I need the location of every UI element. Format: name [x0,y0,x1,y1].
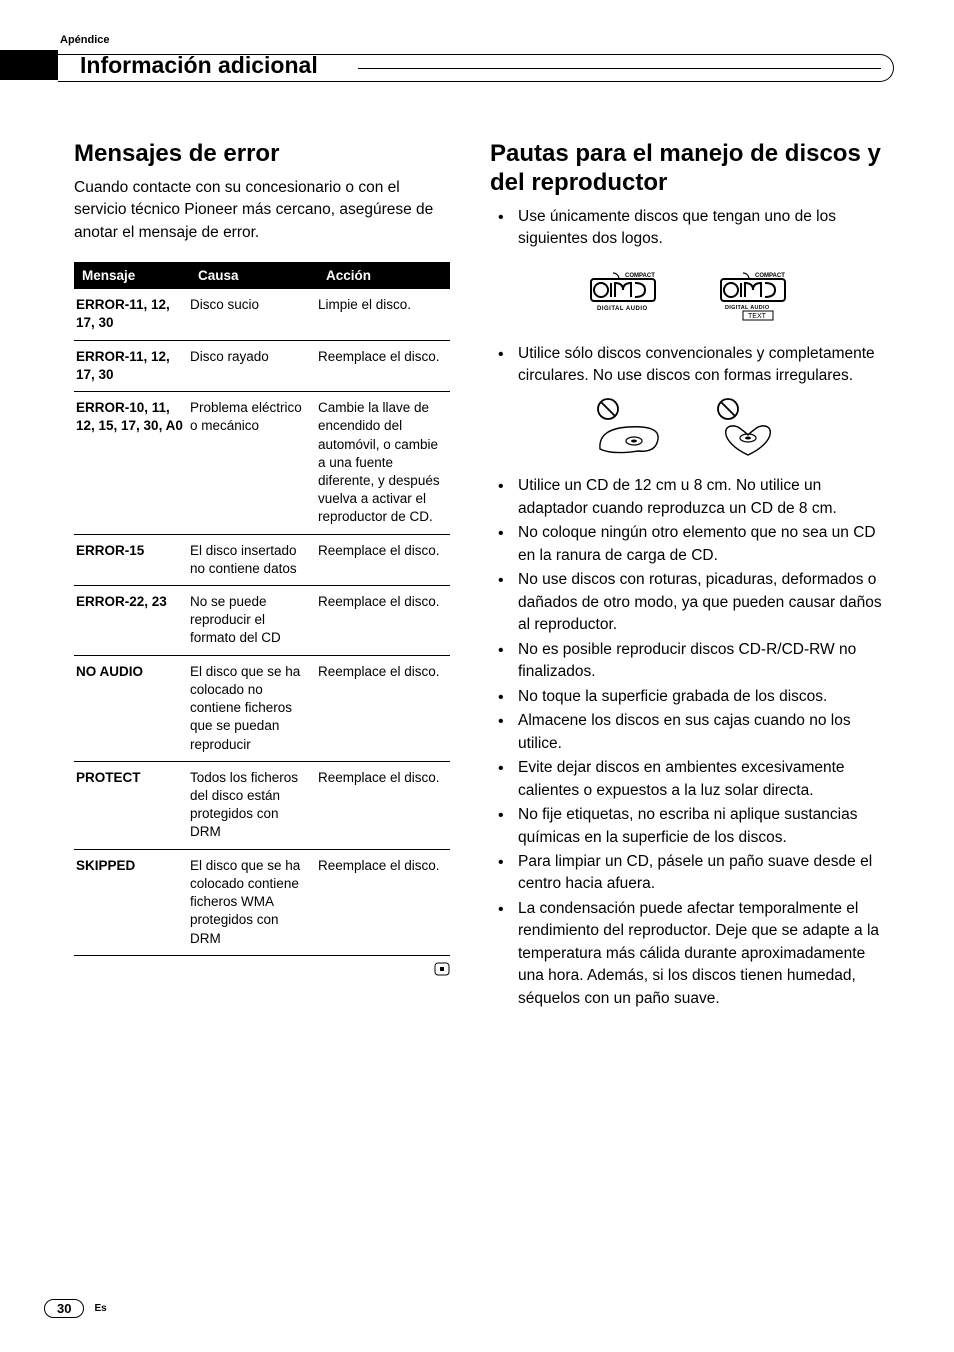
table-cell: El disco que se ha colocado no contiene … [190,655,318,761]
bullet-item: Utilice sólo discos convencionales y com… [490,343,886,388]
table-cell: PROTECT [74,761,190,849]
table-row: NO AUDIOEl disco que se ha colocado no c… [74,655,450,761]
bullet-item: Evite dejar discos en ambientes excesiva… [490,757,886,802]
table-row: ERROR-11, 12, 17, 30Disco rayadoReemplac… [74,340,450,391]
svg-text:DIGITAL AUDIO: DIGITAL AUDIO [725,305,770,311]
table-header-row: Mensaje Causa Acción [74,262,450,289]
table-cell: ERROR-11, 12, 17, 30 [74,340,190,391]
bullet-item: Utilice un CD de 12 cm u 8 cm. No utilic… [490,475,886,520]
table-cell: Disco sucio [190,289,318,340]
right-column: Pautas para el manejo de discos y del re… [490,140,886,1012]
error-table: Mensaje Causa Acción ERROR-11, 12, 17, 3… [74,262,450,956]
table-row: ERROR-10, 11, 12, 15, 17, 30, A0Problema… [74,392,450,535]
appendix-label: Apéndice [60,34,110,46]
cd-text-logo-icon: COMPACT DIGITAL AUDIO TEXT [713,269,793,321]
table-cell: Limpie el disco. [318,289,450,340]
bullet-item: No fije etiquetas, no escriba ni aplique… [490,804,886,849]
bullet-item: Para limpiar un CD, pásele un paño suave… [490,851,886,896]
disc-shapes [490,397,886,459]
svg-text:DIGITAL AUDIO: DIGITAL AUDIO [597,306,648,312]
table-cell: Reemplace el disco. [318,534,450,585]
left-heading: Mensajes de error [74,140,450,169]
table-cell: Reemplace el disco. [318,849,450,955]
section-title: Información adicional [80,52,318,79]
bullet-item: Use únicamente discos que tengan uno de … [490,206,886,251]
end-mark-icon [74,962,450,979]
table-cell: Todos los ficheros del disco están prote… [190,761,318,849]
table-cell: El disco insertado no contiene datos [190,534,318,585]
table-cell: ERROR-15 [74,534,190,585]
lang-label: Es [94,1303,106,1314]
table-cell: ERROR-11, 12, 17, 30 [74,289,190,340]
footer: 30 Es [44,1299,107,1318]
col-mensaje: Mensaje [74,262,190,289]
table-cell: Cambie la llave de encendido del automóv… [318,392,450,535]
table-cell: No se puede reproducir el formato del CD [190,586,318,656]
table-cell: SKIPPED [74,849,190,955]
bullet-item: No es posible reproducir discos CD-R/CD-… [490,639,886,684]
right-heading: Pautas para el manejo de discos y del re… [490,140,886,198]
col-accion: Acción [318,262,450,289]
table-cell: El disco que se ha colocado contiene fic… [190,849,318,955]
page-number: 30 [44,1299,84,1318]
cd-logos: COMPACT DIGITAL AUDIO COMPACT D [490,269,886,321]
header-tab [0,50,58,80]
table-cell: ERROR-10, 11, 12, 15, 17, 30, A0 [74,392,190,535]
table-cell: NO AUDIO [74,655,190,761]
table-cell: Problema eléctrico o mecánico [190,392,318,535]
table-row: ERROR-15El disco insertado no contiene d… [74,534,450,585]
irregular-disc-icon [588,397,668,459]
bullet-item: No use discos con roturas, picaduras, de… [490,569,886,636]
cd-logo-icon: COMPACT DIGITAL AUDIO [583,269,663,315]
bullet-item: No coloque ningún otro elemento que no s… [490,522,886,567]
left-column: Mensajes de error Cuando contacte con su… [74,140,450,979]
table-row: ERROR-11, 12, 17, 30Disco sucioLimpie el… [74,289,450,340]
bullet-item: La condensación puede afectar temporalme… [490,898,886,1010]
table-row: ERROR-22, 23No se puede reproducir el fo… [74,586,450,656]
col-causa: Causa [190,262,318,289]
heart-disc-icon [708,397,788,459]
left-intro: Cuando contacte con su concesionario o c… [74,177,450,244]
table-row: PROTECTTodos los ficheros del disco está… [74,761,450,849]
table-cell: Reemplace el disco. [318,655,450,761]
svg-text:TEXT: TEXT [748,313,767,320]
table-row: SKIPPEDEl disco que se ha colocado conti… [74,849,450,955]
table-cell: Reemplace el disco. [318,761,450,849]
table-cell: Reemplace el disco. [318,586,450,656]
bullet-item: Almacene los discos en sus cajas cuando … [490,710,886,755]
table-cell: Reemplace el disco. [318,340,450,391]
table-cell: Disco rayado [190,340,318,391]
table-cell: ERROR-22, 23 [74,586,190,656]
bullet-item: No toque la superficie grabada de los di… [490,686,886,708]
